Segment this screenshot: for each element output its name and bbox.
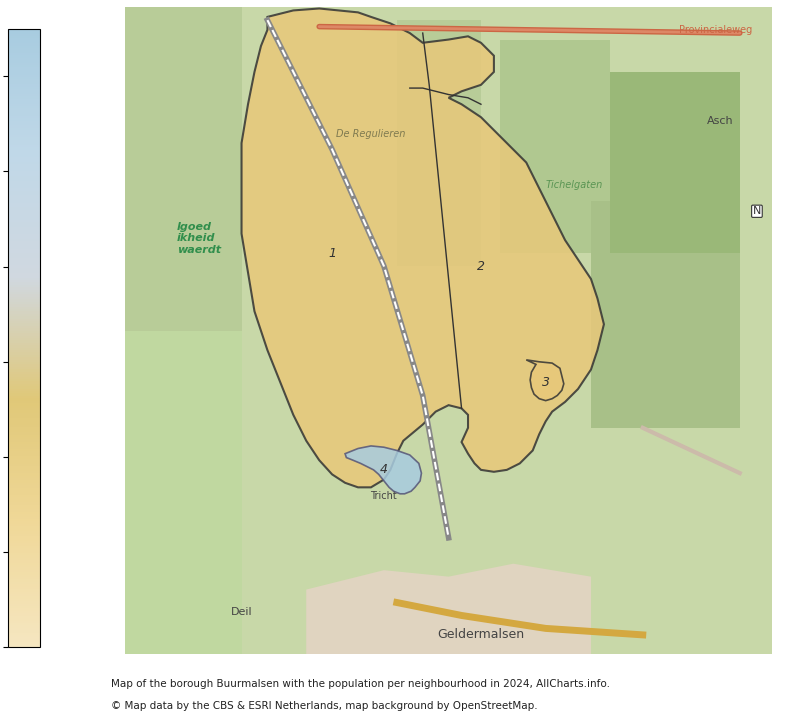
Text: Tichelgaten: Tichelgaten	[545, 180, 603, 191]
Text: Deil: Deil	[231, 608, 252, 618]
Text: © Map data by the CBS & ESRI Netherlands, map background by OpenStreetMap.: © Map data by the CBS & ESRI Netherlands…	[111, 701, 538, 711]
Text: 4: 4	[380, 463, 388, 477]
Text: 2: 2	[477, 260, 485, 273]
Polygon shape	[125, 331, 241, 654]
Polygon shape	[125, 7, 241, 331]
Polygon shape	[397, 20, 481, 266]
Polygon shape	[591, 201, 740, 428]
Text: 3: 3	[542, 376, 549, 389]
Text: De Regulieren: De Regulieren	[337, 129, 406, 139]
Polygon shape	[526, 360, 564, 400]
Polygon shape	[500, 40, 611, 253]
Text: Tricht: Tricht	[371, 491, 397, 501]
Text: Provincialeweg: Provincialeweg	[680, 25, 753, 35]
Text: Map of the borough Buurmalsen with the population per neighbourhood in 2024, All: Map of the borough Buurmalsen with the p…	[111, 679, 610, 690]
Polygon shape	[125, 7, 772, 654]
Text: Asch: Asch	[707, 116, 734, 126]
Polygon shape	[611, 72, 740, 253]
Text: lgoed
ikheid
waerdt: lgoed ikheid waerdt	[177, 222, 221, 255]
Text: N: N	[753, 206, 761, 216]
Polygon shape	[345, 446, 422, 494]
Text: 1: 1	[328, 247, 336, 260]
Text: Geldermalsen: Geldermalsen	[437, 628, 525, 641]
Polygon shape	[306, 564, 591, 654]
Polygon shape	[241, 9, 604, 487]
